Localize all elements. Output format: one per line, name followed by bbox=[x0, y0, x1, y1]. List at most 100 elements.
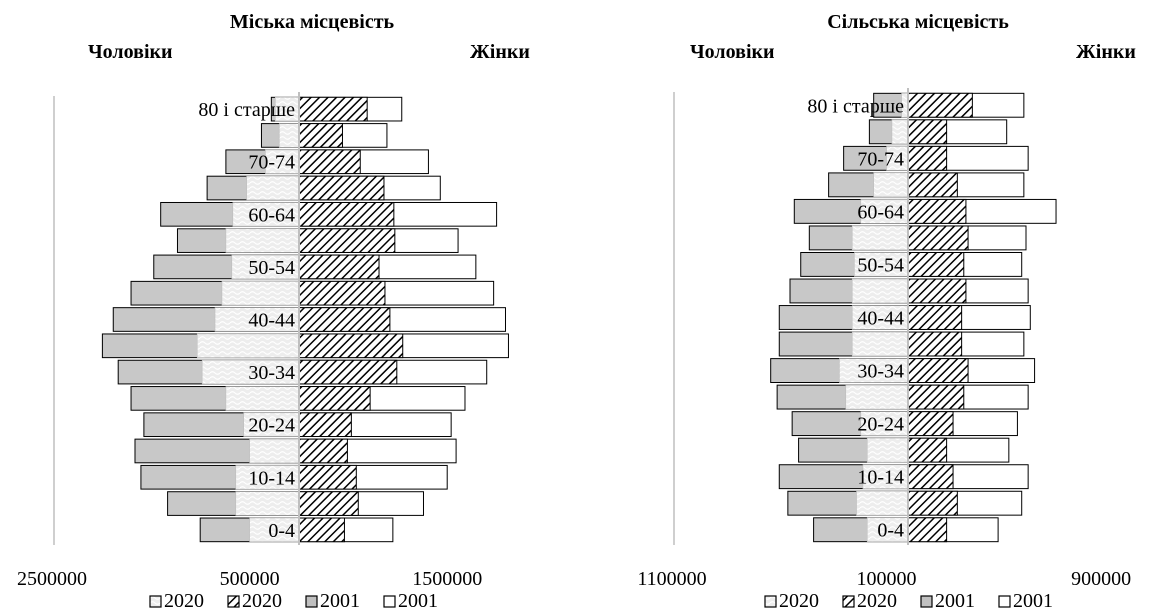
age-label: 10-14 bbox=[857, 467, 904, 489]
bar-female-2020-20-24 bbox=[298, 412, 352, 438]
legend-swatch-square-white bbox=[383, 595, 396, 608]
bar-female-2020-0-4 bbox=[298, 517, 345, 543]
age-label: 0-4 bbox=[877, 520, 904, 542]
bar-female-2020-10-14 bbox=[907, 464, 954, 490]
bar-female-2020-5-9 bbox=[298, 491, 359, 516]
bar-male-2020-15-19 bbox=[249, 438, 300, 464]
legend-swatch-square-hatched bbox=[842, 595, 855, 608]
bar-female-2020-65-69 bbox=[298, 175, 385, 201]
legend-label: 2020 bbox=[779, 590, 819, 612]
urban-female-label: Жінки bbox=[470, 41, 530, 63]
age-label: 40-44 bbox=[248, 310, 295, 332]
bar-male-2020-5-9 bbox=[235, 491, 300, 516]
bar-male-2020-35-39 bbox=[196, 333, 300, 358]
legend-swatch-square-gray bbox=[305, 595, 318, 608]
bar-female-2020-0-4 bbox=[907, 517, 948, 543]
legend-label: 2001 bbox=[320, 590, 360, 612]
urban-legend: 2020 2020 2001 2001 bbox=[149, 590, 438, 612]
bar-female-2020-50-54 bbox=[907, 252, 965, 277]
legend-swatch-square-light-wave bbox=[764, 595, 777, 608]
urban-title: Міська місцевість bbox=[230, 11, 395, 33]
bar-female-2020-55-59 bbox=[907, 225, 969, 251]
age-label: 60-64 bbox=[857, 201, 904, 223]
bar-female-2020-35-39 bbox=[907, 331, 963, 357]
legend-swatch-square-gray bbox=[920, 595, 933, 608]
bar-male-2020-55-59 bbox=[225, 228, 300, 253]
age-label: 30-34 bbox=[248, 362, 295, 384]
legend-swatch-square-white bbox=[998, 595, 1011, 608]
bar-female-2020-25-29 bbox=[298, 386, 371, 411]
bar-male-2020-65-69 bbox=[246, 175, 300, 201]
bar-female-2020-55-59 bbox=[298, 228, 396, 253]
tick-label: 900000 bbox=[1071, 568, 1131, 590]
rural-pyramid: 0-4 10-14 20-24 30-34 40-44 50-54 60-64 70-74 80… bbox=[637, 88, 1131, 590]
bar-female-2020-40-44 bbox=[907, 305, 963, 330]
age-label: 60-64 bbox=[248, 204, 295, 226]
bar-female-2020-45-49 bbox=[907, 278, 967, 304]
age-label: 80 і старше bbox=[198, 99, 295, 121]
bar-male-2020-5-9 bbox=[856, 490, 909, 516]
tick-label: 2500000 bbox=[17, 568, 87, 590]
rural-title: Сільська місцевість bbox=[827, 11, 1009, 33]
age-label: 50-54 bbox=[857, 254, 904, 276]
bar-male-2020-75-79 bbox=[278, 123, 300, 148]
urban-pyramid: 0-4 10-14 20-24 30-34 40-44 50-54 60-64 70-74 80… bbox=[17, 92, 509, 590]
age-label: 0-4 bbox=[268, 520, 295, 542]
bar-male-2020-25-29 bbox=[225, 386, 300, 411]
bar-female-2020-25-29 bbox=[907, 384, 965, 410]
legend-swatch-square-hatched bbox=[227, 595, 240, 608]
legend-label: 2001 bbox=[935, 590, 975, 612]
bar-male-2020-45-49 bbox=[851, 278, 909, 304]
bar-female-2020-50-54 bbox=[298, 254, 380, 280]
age-label: 20-24 bbox=[248, 415, 295, 437]
bar-female-2020-35-39 bbox=[298, 333, 404, 359]
legend-swatch-square-light-wave bbox=[149, 595, 162, 608]
urban-male-label: Чоловіки bbox=[88, 41, 173, 63]
bar-female-2020-80-і-старше bbox=[298, 96, 368, 122]
bar-female-2020-15-19 bbox=[298, 438, 348, 464]
age-label: 20-24 bbox=[857, 414, 904, 436]
bar-female-2020-75-79 bbox=[298, 123, 343, 148]
bar-female-2020-75-79 bbox=[907, 119, 948, 145]
bar-male-2020-75-79 bbox=[891, 119, 909, 145]
tick-label: 100000 bbox=[857, 568, 917, 590]
legend-label: 2020 bbox=[242, 590, 282, 612]
age-label: 70-74 bbox=[857, 148, 904, 170]
bar-male-2020-15-19 bbox=[866, 437, 909, 463]
age-label: 50-54 bbox=[248, 257, 295, 279]
bar-male-2020-25-29 bbox=[845, 384, 909, 410]
bar-female-2020-65-69 bbox=[907, 172, 958, 198]
bar-female-2020-10-14 bbox=[298, 464, 357, 490]
legend-label: 2020 bbox=[164, 590, 204, 612]
rural-female-label: Жінки bbox=[1076, 41, 1136, 63]
bar-female-2020-40-44 bbox=[298, 307, 391, 332]
rural-male-label: Чоловіки bbox=[690, 41, 775, 63]
age-label: 70-74 bbox=[248, 152, 295, 174]
legend-label: 2001 bbox=[398, 590, 438, 612]
age-label: 10-14 bbox=[248, 467, 295, 489]
tick-label: 1100000 bbox=[637, 568, 706, 590]
bar-male-2020-55-59 bbox=[851, 225, 909, 251]
tick-label: 500000 bbox=[220, 568, 280, 590]
bar-female-2020-60-64 bbox=[907, 198, 967, 224]
bar-female-2020-60-64 bbox=[298, 201, 395, 227]
age-label: 30-34 bbox=[857, 361, 904, 383]
bar-female-2020-30-34 bbox=[907, 358, 969, 383]
bar-male-2020-65-69 bbox=[873, 172, 909, 198]
bar-male-2020-35-39 bbox=[851, 331, 909, 357]
bar-female-2020-80-і-старше bbox=[907, 92, 973, 118]
bar-female-2020-30-34 bbox=[298, 359, 398, 385]
legend-label: 2001 bbox=[1013, 590, 1053, 612]
legend-label: 2020 bbox=[857, 590, 897, 612]
bar-female-2020-70-74 bbox=[907, 145, 948, 171]
bar-female-2020-5-9 bbox=[907, 490, 958, 516]
age-label: 40-44 bbox=[857, 308, 904, 330]
bar-female-2020-20-24 bbox=[907, 411, 954, 437]
age-label: 80 і старше bbox=[807, 95, 904, 117]
bar-male-2020-45-49 bbox=[221, 281, 300, 306]
bar-female-2020-70-74 bbox=[298, 149, 361, 175]
bar-female-2020-15-19 bbox=[907, 437, 948, 463]
bar-female-2020-45-49 bbox=[298, 280, 386, 306]
rural-legend: 2020 2020 2001 2001 bbox=[764, 590, 1053, 612]
